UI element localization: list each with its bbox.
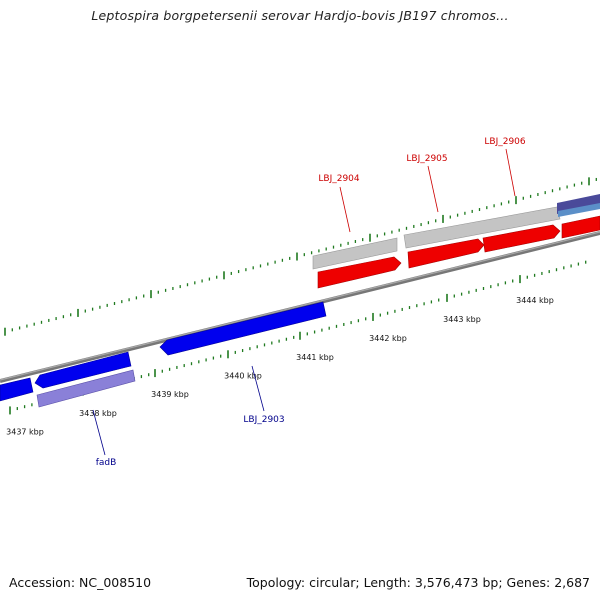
scale-label: 3437 kbp — [6, 428, 44, 437]
forward-gene-track — [317, 215, 600, 289]
accession-text: Accession: NC_008510 — [9, 575, 152, 590]
scale-label: 3444 kbp — [516, 296, 554, 305]
gene-arrow-left-edge[interactable] — [0, 377, 34, 402]
gene-label-lbj-2903[interactable]: LBJ_2903 — [243, 415, 284, 425]
lbj-2905-leader — [427, 165, 439, 213]
gene-arrow-lbj-2906[interactable] — [482, 224, 561, 253]
gene-arrow-fadb[interactable] — [34, 351, 132, 389]
scale-label: 3439 kbp — [151, 390, 189, 399]
lower-tick-track: 3437 kbp 3438 kbp 3439 kbp 3440 kbp 3441 kbp… — [6, 260, 587, 437]
gene-label-lbj-2905[interactable]: LBJ_2905 — [406, 154, 447, 164]
ortholog-bar[interactable] — [403, 206, 561, 249]
gene-arrow-lbj-2904[interactable] — [317, 256, 402, 289]
scale-label: 3440 kbp — [224, 371, 262, 380]
gene-label-lbj-2906[interactable]: LBJ_2906 — [484, 137, 526, 147]
topology-text: Topology: circular; Length: 3,576,473 bp… — [246, 575, 590, 590]
lbj-2904-leader — [339, 186, 351, 233]
gene-arrow-lbj-2903[interactable] — [159, 301, 327, 356]
gene-arrow-next[interactable] — [561, 215, 600, 239]
chromosome-backbone-highlight — [0, 231, 600, 381]
map-title: Leptospira borgpetersenii serovar Hardjo… — [91, 8, 509, 23]
scale-label: 3443 kbp — [443, 315, 481, 324]
scale-label: 3438 kbp — [79, 409, 117, 418]
ortholog-bar-blue[interactable] — [557, 194, 600, 214]
forward-ortholog-track — [312, 194, 600, 270]
gene-label-fadb[interactable]: fadB — [96, 458, 117, 468]
lbj-2903-leader — [251, 365, 265, 412]
chromosome-backbone — [0, 231, 600, 383]
ortholog-bar-lightblue[interactable] — [558, 203, 600, 217]
scale-label: 3441 kbp — [296, 353, 334, 362]
lbj-2906-leader — [505, 148, 516, 197]
reverse-gene-track — [0, 301, 327, 402]
upper-tick-track — [4, 177, 597, 336]
scale-label: 3442 kbp — [369, 334, 407, 343]
gene-label-lbj-2904[interactable]: LBJ_2904 — [318, 174, 360, 184]
gene-arrow-lbj-2905[interactable] — [407, 238, 485, 269]
reverse-ortholog-bar[interactable] — [36, 369, 136, 408]
fadb-leader — [92, 409, 106, 456]
ortholog-bar[interactable] — [312, 237, 398, 270]
